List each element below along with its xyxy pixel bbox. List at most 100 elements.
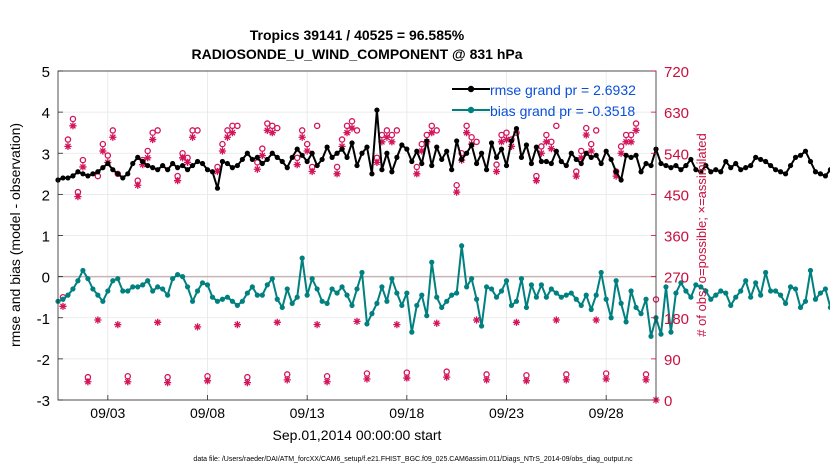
bias-point [678,280,684,286]
obs-possible-marker [553,122,560,130]
obs-assimilated-marker [388,138,396,146]
bias-point [802,298,809,304]
bias-point [219,296,226,302]
bias-point [309,276,315,282]
bias-point [279,304,285,311]
rmse-point [209,169,216,175]
rmse-point [409,158,415,165]
rmse-point [374,107,380,113]
bias-point [105,288,111,294]
obs-assimilated-marker [552,316,560,324]
obs-possible-marker [393,127,401,134]
rmse-point [244,150,250,156]
y-axis-label-right: # of obs: o=possible; ×=assimilated [694,133,709,336]
bias-point [693,282,699,288]
bias-point [518,276,525,282]
rmse-point [459,156,465,163]
rmse-point [533,144,540,150]
bias-point [459,243,465,249]
obs-possible-marker [592,127,600,134]
bias-point [130,284,136,290]
bias-point [289,300,295,306]
bias-point [474,296,480,302]
rmse-point [683,162,689,169]
rmse-point [618,177,624,183]
obs-assimilated-marker [303,147,311,155]
y-left-tick-label: -3 [37,393,50,410]
bias-point [618,300,624,306]
bias-point [389,276,395,282]
rmse-point [399,142,405,148]
bias-point [713,292,719,298]
bias-point [498,288,505,294]
rmse-point [60,175,66,181]
rmse-point [743,165,749,171]
rmse-point [478,150,485,156]
bias-point [75,278,81,284]
bias-point [503,278,510,284]
rmse-point [508,138,515,144]
bias-point [254,292,260,298]
bias-point [493,294,500,300]
obs-assimilated-marker [433,319,441,327]
bias-point [538,282,544,288]
bias-point [628,288,634,294]
bias-point [419,292,425,298]
rmse-point [713,167,719,173]
rmse-point [763,158,769,165]
rmse-point [807,158,814,165]
y-axis-label-left: rmse and bias (model - observation) [7,123,23,347]
bias-point [777,292,784,298]
bias-point [224,294,231,300]
bias-point [244,290,250,296]
rmse-point [663,162,669,169]
obs-possible-marker [428,122,435,130]
obs-assimilated-marker [114,321,122,329]
obs-assimilated-marker [403,374,411,382]
rmse-point [603,148,609,154]
y-right-tick-label: 0 [664,393,672,410]
x-axis-label: Sep.01,2014 00:00:00 start [273,427,442,443]
obs-assimilated-marker [253,165,261,173]
rmse-point [339,146,345,152]
bias-point [703,288,709,294]
bias-point [194,288,201,294]
obs-possible-marker [219,140,226,148]
bias-point [199,280,206,286]
rmse-point [693,167,699,173]
bias-point [140,282,146,288]
obs-assimilated-marker [333,170,341,178]
bias-point [95,292,101,298]
obs-assimilated-marker [124,378,132,386]
bias-point [434,294,440,300]
y-right-tick-label: 360 [664,229,689,246]
bias-point [60,296,66,302]
bias-point [110,278,116,284]
rmse-point [523,142,530,148]
rmse-point [782,171,789,177]
obs-assimilated-marker [363,375,371,383]
bias-point [608,315,614,321]
obs-possible-marker [493,161,500,168]
bias-point [394,290,400,296]
bias-point [155,284,161,290]
rmse-point [384,150,390,156]
title-line-1: Tropics 39141 / 40525 = 96.585% [250,27,465,43]
obs-assimilated-marker [428,129,436,137]
rmse-point [538,158,544,165]
rmse-point [354,162,360,169]
obs-assimilated-marker [507,142,516,150]
obs-assimilated-marker [622,138,630,146]
bias-point [319,298,325,304]
rmse-point [528,160,535,167]
obs-possible-marker [303,140,311,148]
obs-assimilated-marker [149,135,157,144]
rmse-point [189,162,196,169]
rmse-point [249,156,255,163]
rmse-point [723,158,729,165]
rmse-point [733,160,739,167]
bias-point [548,286,554,292]
bias-point [753,280,759,286]
rmse-point [608,156,614,163]
